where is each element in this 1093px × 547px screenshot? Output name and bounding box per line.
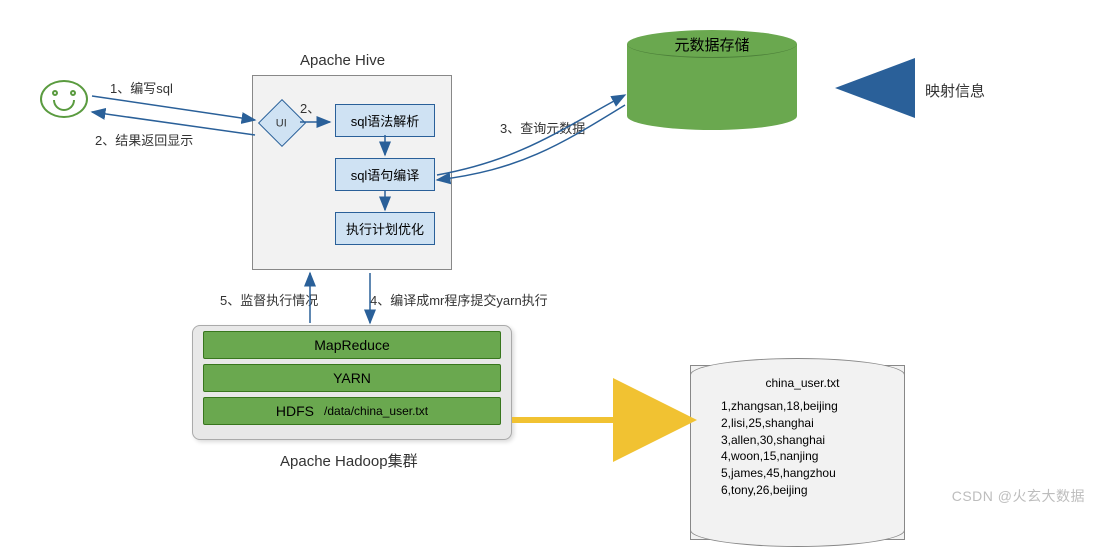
- ui-node: UI: [265, 106, 299, 140]
- user-actor: [40, 80, 88, 118]
- ui-label: UI: [265, 107, 297, 141]
- hadoop-yarn: YARN: [203, 364, 501, 392]
- edge-label-3: 2、: [300, 98, 320, 117]
- hive-title: Apache Hive: [300, 52, 385, 69]
- doc-row: 2,lisi,25,shanghai: [721, 415, 884, 432]
- edge-label-6: 4、编译成mr程序提交yarn执行: [370, 290, 548, 309]
- hadoop-hdfs: HDFS /data/china_user.txt: [203, 397, 501, 425]
- edge-label-4: 3、查询元数据: [500, 118, 585, 137]
- hdfs-label: HDFS: [276, 403, 314, 419]
- doc-filename: china_user.txt: [721, 376, 884, 390]
- edge-label-5: 5、监督执行情况: [220, 290, 318, 309]
- smiley-icon: [40, 80, 88, 118]
- hive-step-compile: sql语句编译: [335, 158, 435, 191]
- hadoop-title: Apache Hadoop集群: [280, 450, 418, 471]
- mapping-info-label: 映射信息: [925, 80, 985, 101]
- doc-row: 3,allen,30,shanghai: [721, 432, 884, 449]
- hive-step-optimize: 执行计划优化: [335, 212, 435, 245]
- document-scroll: china_user.txt 1,zhangsan,18,beijing 2,l…: [690, 365, 905, 540]
- doc-row: 4,woon,15,nanjing: [721, 448, 884, 465]
- doc-row: 5,james,45,hangzhou: [721, 465, 884, 482]
- watermark: CSDN @火玄大数据: [952, 486, 1085, 506]
- hadoop-container: MapReduce YARN HDFS /data/china_user.txt: [192, 325, 512, 440]
- metastore-label: 元数据存储: [627, 34, 797, 55]
- hadoop-mapreduce: MapReduce: [203, 331, 501, 359]
- hdfs-path: /data/china_user.txt: [324, 404, 428, 418]
- edge-label-2: 2、结果返回显示: [95, 130, 193, 149]
- hive-step-parse: sql语法解析: [335, 104, 435, 137]
- metastore-cylinder: 元数据存储: [627, 30, 797, 130]
- edge-label-1: 1、编写sql: [110, 78, 173, 97]
- doc-row: 1,zhangsan,18,beijing: [721, 398, 884, 415]
- hive-container: UI sql语法解析 sql语句编译 执行计划优化: [252, 75, 452, 270]
- doc-row: 6,tony,26,beijing: [721, 482, 884, 499]
- arrows-overlay: [0, 0, 1093, 510]
